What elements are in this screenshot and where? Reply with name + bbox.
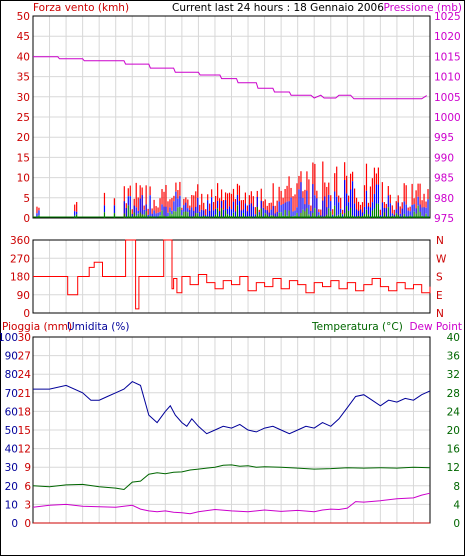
dew-point-line [32, 492, 431, 515]
pressure-tick-label: 1025 [434, 11, 461, 23]
rain-tick-label: 9 [24, 462, 31, 474]
temperature-axis-label: Temperatura (°C) [311, 321, 403, 333]
rain-tick-label: 15 [18, 425, 31, 437]
humidity-tick-label: 80 [5, 369, 18, 381]
pressure-tick-label: 1005 [434, 92, 461, 104]
humidity-tick-label: 50 [5, 425, 18, 437]
humidity-tick-label: 10 [5, 499, 18, 511]
rain-tick-label: 0 [24, 518, 31, 530]
rain-tick-label: 6 [24, 481, 31, 493]
temperature-tick-label: 36 [447, 351, 461, 363]
rain-tick-label: 27 [18, 351, 31, 363]
wind-direction-line [33, 239, 431, 310]
compass-tick-label: N [436, 235, 444, 247]
temperature-tick-label: 8 [453, 481, 460, 493]
pressure-tick-label: 995 [434, 132, 454, 144]
temperature-tick-label: 24 [447, 406, 461, 418]
wind-tick-label: 15 [17, 152, 30, 164]
pressure-tick-label: 980 [434, 193, 454, 205]
wind-tick-label: 35 [17, 72, 30, 84]
direction-tick-label: 0 [23, 308, 30, 320]
humidity-tick-label: 40 [5, 444, 18, 456]
temperature-tick-label: 4 [453, 499, 460, 511]
pressure-tick-label: 985 [434, 173, 454, 185]
humidity-axis-label: Umidita (%) [67, 321, 129, 333]
pressure-tick-label: 975 [434, 213, 454, 225]
humidity-tick-label: 90 [5, 351, 18, 363]
compass-tick-label: S [436, 272, 443, 284]
rain-tick-label: 12 [18, 444, 31, 456]
wind-tick-label: 40 [17, 51, 30, 63]
wind-tick-label: 30 [17, 92, 30, 104]
temperature-tick-label: 0 [453, 518, 460, 530]
rain-tick-label: 18 [18, 406, 31, 418]
pressure-axis-label: Pressione (mb) [383, 2, 462, 14]
wind-tick-label: 0 [23, 213, 30, 225]
temperature-tick-label: 16 [447, 444, 461, 456]
humidity-tick-label: 70 [5, 388, 18, 400]
rain-tick-label: 24 [18, 369, 32, 381]
temperature-line [32, 464, 431, 491]
pressure-tick-label: 1020 [434, 31, 461, 43]
wind-tick-label: 5 [23, 193, 30, 205]
humidity-tick-label: 60 [5, 406, 18, 418]
humidity-line [33, 381, 431, 435]
temperature-tick-label: 20 [447, 425, 460, 437]
temperature-tick-label: 28 [447, 388, 460, 400]
direction-tick-label: 180 [10, 272, 30, 284]
rain-tick-label: 21 [18, 388, 31, 400]
humidity-tick-label: 20 [5, 481, 18, 493]
wind-tick-label: 45 [17, 31, 30, 43]
pressure-tick-label: 1015 [434, 51, 461, 63]
chart-title: Current last 24 hours : 18 Gennaio 2006 [172, 2, 384, 14]
humidity-tick-label: 100 [0, 332, 18, 344]
compass-tick-label: E [436, 290, 443, 302]
pressure-tick-label: 990 [434, 152, 454, 164]
rain-tick-label: 3 [24, 499, 31, 511]
humidity-tick-label: 0 [11, 518, 18, 530]
compass-tick-label: N [436, 308, 444, 320]
direction-tick-label: 90 [17, 290, 30, 302]
temperature-tick-label: 40 [447, 332, 460, 344]
wind-tick-label: 25 [17, 112, 30, 124]
direction-tick-label: 270 [10, 253, 30, 265]
temperature-tick-label: 32 [447, 369, 460, 381]
wind-tick-label: 10 [17, 173, 30, 185]
humidity-tick-label: 30 [5, 462, 18, 474]
temperature-tick-label: 12 [447, 462, 460, 474]
pressure-line [33, 56, 427, 100]
wind-tick-label: 20 [17, 132, 30, 144]
pressure-tick-label: 1000 [434, 112, 461, 124]
pressure-tick-label: 1010 [434, 72, 461, 84]
wind-axis-label: Forza vento (kmh) [33, 2, 129, 14]
rain-axis-label: Pioggia (mm) [2, 321, 72, 333]
rain-tick-label: 30 [18, 332, 31, 344]
compass-tick-label: W [436, 253, 447, 265]
direction-tick-label: 360 [10, 235, 30, 247]
wind-tick-label: 50 [17, 11, 30, 23]
dew-point-label: Dew Point [409, 321, 462, 333]
